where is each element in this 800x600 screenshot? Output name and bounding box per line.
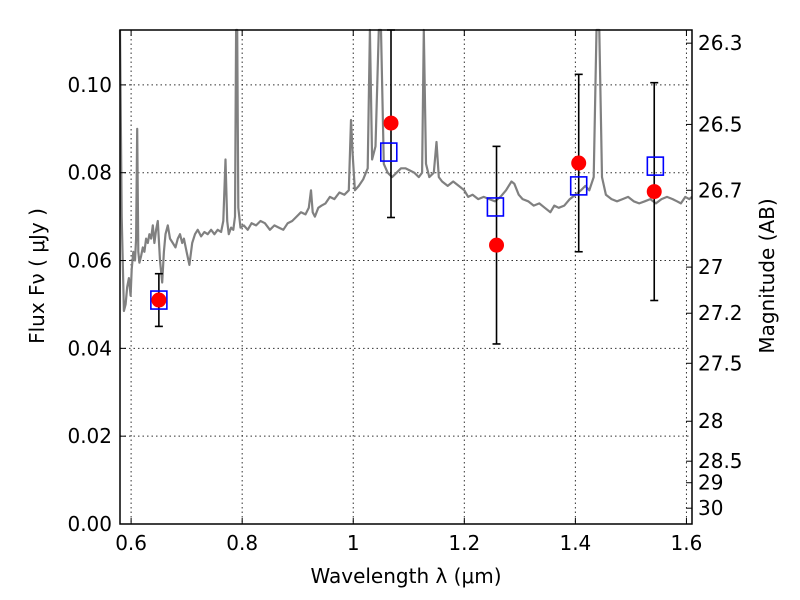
y-tick-label: 0.00 [67,512,112,536]
y2-tick-label: 28 [698,409,723,433]
x-tick-label: 1 [347,531,360,555]
y-axis-title: Flux Fν ( μJy ) [25,208,49,344]
model-point [150,290,168,310]
y-tick-label: 0.06 [67,249,112,273]
tick-labels: 0.6 0.8 1 1.2 1.4 1.6 0.00 0.02 0.04 0.06 0.08 0.10… [67,31,742,555]
observed-point [151,292,167,308]
y2-tick-label: 29 [698,471,723,495]
observed-point [646,184,662,200]
y2-tick-label: 28.5 [698,449,743,473]
y-tick-label: 0.10 [67,73,112,97]
y2-tick-label: 26.7 [698,178,743,202]
model-point [486,197,505,217]
y-tick-label: 0.02 [67,424,112,448]
x-tick-label: 1.4 [559,531,591,555]
x-axis-title: Wavelength λ (μm) [310,564,501,588]
x-tick-label: 1.6 [671,531,703,555]
y2-tick-label: 27 [698,255,723,279]
y2-tick-label: 26.3 [698,31,743,55]
y2-tick-label: 30 [698,496,723,520]
model-point [569,176,588,196]
y-tick-label: 0.04 [67,336,112,360]
model-spectrum [118,28,693,313]
x-tick-label: 1.2 [448,531,480,555]
right-axis-title: Magnitude (AB) [755,198,779,353]
model-point [646,156,665,176]
y2-tick-label: 26.5 [698,112,743,136]
x-tick-label: 0.6 [115,531,147,555]
plot-frame [119,29,693,525]
model-point [379,142,398,162]
grid-lines [120,30,692,525]
x-tick-label: 0.8 [226,531,258,555]
observed-point [571,155,587,171]
y-tick-label: 0.08 [67,161,112,185]
y2-tick-label: 27.5 [698,351,743,375]
axis-ticks [120,30,692,525]
observed-point [383,115,399,131]
spectrum-line [118,28,693,313]
observed-points [151,115,662,308]
observed-point [489,237,505,253]
y2-tick-label: 27.2 [698,301,743,325]
